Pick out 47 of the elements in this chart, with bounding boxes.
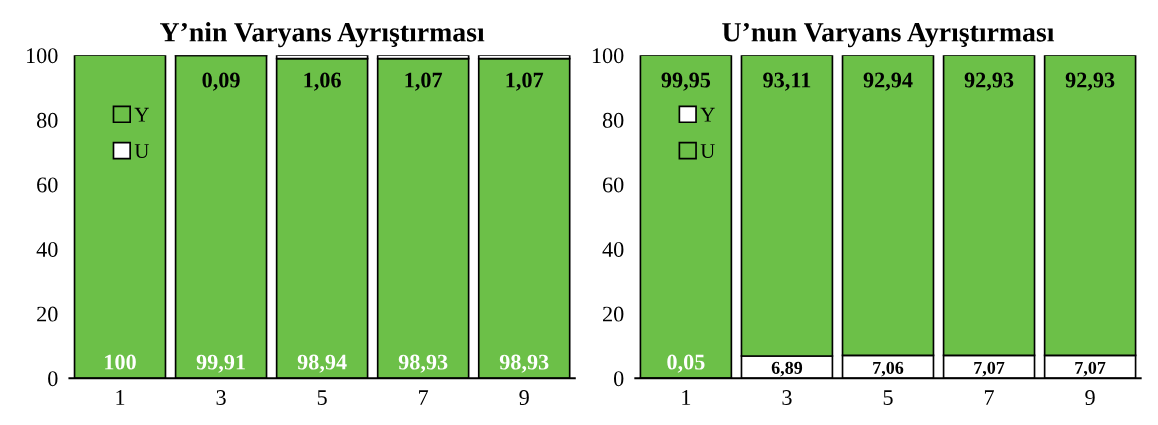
- data-label: 100: [105, 354, 136, 370]
- y-tick-label: 60: [37, 177, 58, 193]
- y-tick-label: 0: [614, 371, 624, 387]
- x-tick-label: 9: [1085, 390, 1095, 405]
- y-tick-label: 20: [37, 306, 58, 322]
- data-label: 1,06: [304, 72, 341, 91]
- data-label: 7,07: [1075, 361, 1106, 377]
- x-tick-label: 7: [984, 390, 994, 405]
- chart-title: Y’nin Varyans Ayrıştırması: [160, 22, 485, 48]
- data-label: 1,07: [506, 72, 544, 91]
- data-label: 98,93: [499, 354, 549, 373]
- data-label: 7,07: [974, 361, 1005, 377]
- data-label: 7,06: [873, 361, 904, 377]
- data-label: 6,89: [771, 361, 803, 377]
- data-label: 92,93: [964, 72, 1014, 91]
- x-tick-label: 5: [317, 390, 327, 405]
- y-tick-label: 40: [602, 241, 624, 257]
- data-label: 0,09: [202, 72, 240, 91]
- y-tick-label: 100: [26, 48, 58, 64]
- legend-label: Y: [134, 107, 149, 122]
- x-tick-label: 1: [116, 390, 125, 405]
- legend-label: Y: [700, 107, 715, 122]
- y-tick-label: 60: [602, 177, 624, 193]
- y-tick-label: 40: [36, 241, 58, 257]
- chart-title: U’nun Varyans Ayrıştırması: [722, 22, 1055, 48]
- x-tick-label: 7: [419, 390, 429, 405]
- data-label: 98,93: [398, 354, 448, 373]
- y-tick-label: 0: [48, 371, 58, 387]
- x-tick-label: 5: [883, 390, 893, 405]
- data-label: 99,95: [661, 72, 711, 91]
- legend-label: U: [700, 144, 715, 159]
- data-label: 0,05: [667, 354, 705, 373]
- data-label: 99,91: [196, 354, 245, 373]
- legend-label: U: [134, 144, 149, 159]
- data-label: 1,07: [405, 72, 443, 91]
- y-tick-label: 20: [603, 306, 624, 322]
- x-tick-label: 3: [782, 390, 792, 405]
- x-tick-label: 1: [682, 390, 691, 405]
- x-tick-label: 3: [216, 390, 226, 405]
- data-label: 92,94: [863, 72, 913, 91]
- x-tick-label: 9: [519, 390, 529, 405]
- y-tick-label: 80: [602, 112, 624, 128]
- data-label: 93,11: [763, 72, 811, 91]
- data-label: 92,93: [1065, 72, 1115, 91]
- y-tick-label: 80: [36, 112, 58, 128]
- y-tick-label: 100: [592, 48, 624, 64]
- data-label: 98,94: [297, 354, 347, 373]
